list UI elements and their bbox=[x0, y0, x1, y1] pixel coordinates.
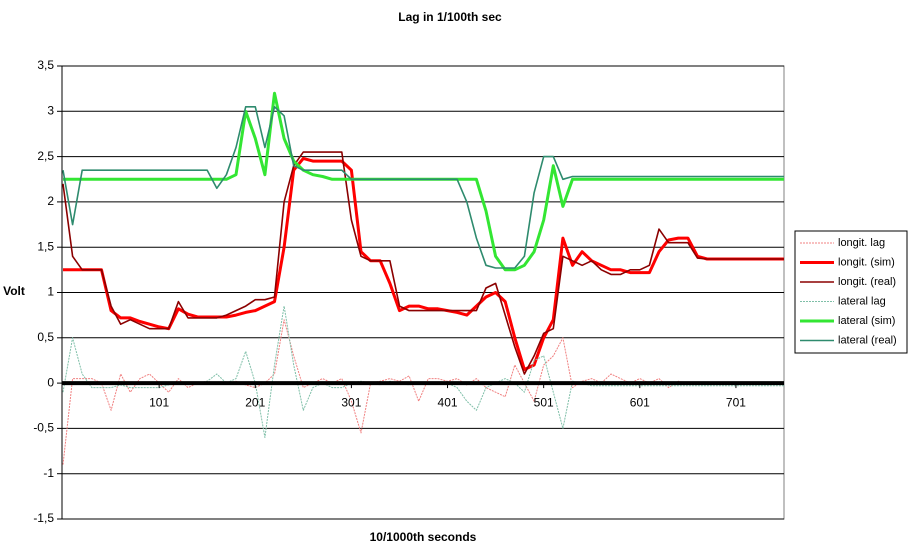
y-tick-label: 1,5 bbox=[37, 239, 54, 253]
y-tick-label: 0 bbox=[47, 375, 54, 389]
x-tick-label: 201 bbox=[245, 395, 265, 409]
legend bbox=[794, 230, 908, 354]
chart-title: Lag in 1/100th sec bbox=[398, 10, 502, 24]
y-tick-label: -1 bbox=[43, 466, 54, 480]
legend-label: longit. (sim) bbox=[838, 256, 895, 268]
y-tick-label: 3,5 bbox=[37, 58, 54, 72]
x-tick-label: 701 bbox=[726, 395, 746, 409]
legend-label: longit. (real) bbox=[838, 276, 896, 288]
y-tick-label: -1,5 bbox=[33, 511, 54, 525]
y-tick-label: 2,5 bbox=[37, 149, 54, 163]
series-line bbox=[62, 151, 784, 375]
legend-label: lateral lag bbox=[838, 295, 886, 307]
legend-label: lateral (real) bbox=[838, 334, 897, 346]
series-line bbox=[62, 106, 784, 269]
x-axis-title: 10/1000th seconds bbox=[370, 530, 477, 544]
x-tick-label: 101 bbox=[149, 395, 169, 409]
y-tick-label: 1 bbox=[47, 285, 54, 299]
legend-label: lateral (sim) bbox=[838, 315, 895, 327]
x-tick-label: 601 bbox=[630, 395, 650, 409]
y-tick-label: 3 bbox=[47, 103, 54, 117]
y-tick-label: 2 bbox=[47, 194, 54, 208]
x-tick-label: 401 bbox=[438, 395, 458, 409]
y-axis-title: Volt bbox=[3, 284, 25, 298]
y-tick-label: -0,5 bbox=[33, 421, 54, 435]
legend-label: longit. lag bbox=[838, 237, 885, 249]
series-line bbox=[63, 156, 784, 371]
y-tick-label: 0,5 bbox=[37, 330, 54, 344]
x-tick-label: 301 bbox=[341, 395, 361, 409]
x-tick-label: 501 bbox=[534, 395, 554, 409]
